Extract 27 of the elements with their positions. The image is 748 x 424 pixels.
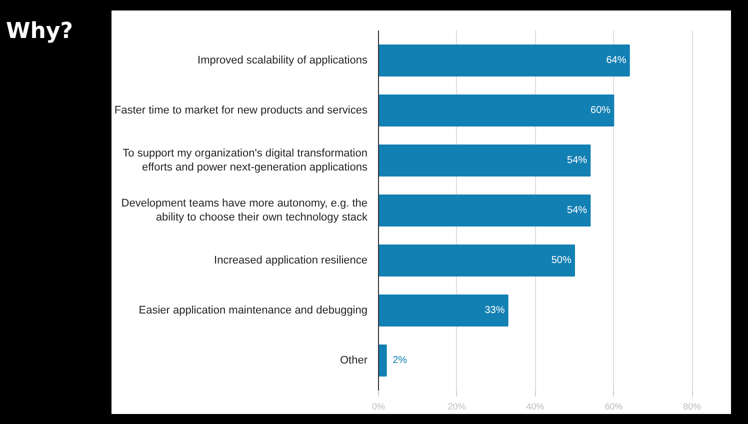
data-label: 54% [567, 155, 588, 166]
bar [378, 94, 614, 126]
bar [378, 144, 591, 176]
y-tick-label: Improved scalability of applications [198, 54, 368, 66]
data-label: 50% [551, 255, 572, 266]
y-tick-label: Development teams have more autonomy, e.g. the ability to choose their own technology stack [121, 197, 368, 224]
bar [378, 344, 387, 376]
data-label: 2% [392, 355, 408, 366]
data-label: 54% [567, 205, 588, 216]
y-tick-label: Increased application resilience [214, 254, 368, 266]
x-tick-label: 20% [448, 402, 466, 412]
bar [378, 194, 591, 226]
text: Why? [6, 18, 74, 46]
x-tick-label: 40% [526, 402, 544, 412]
x-tick-label: 60% [604, 402, 623, 412]
data-label: 33% [484, 305, 505, 316]
bar [378, 294, 508, 326]
y-tick-label: To support my organization's digital transformation efforts and power next-generation applications [122, 147, 368, 174]
bar [378, 44, 630, 76]
y-tick-label: Other [340, 354, 368, 366]
y-tick-label: Easier application maintenance and debugging [138, 304, 368, 316]
data-label: 64% [606, 55, 626, 66]
bar [378, 244, 575, 276]
data-label: 60% [590, 105, 611, 116]
x-tick-label: 0% [372, 402, 386, 412]
y-tick-label: Faster time to market for new products and services [114, 104, 368, 116]
x-tick-label: 80% [683, 402, 702, 412]
